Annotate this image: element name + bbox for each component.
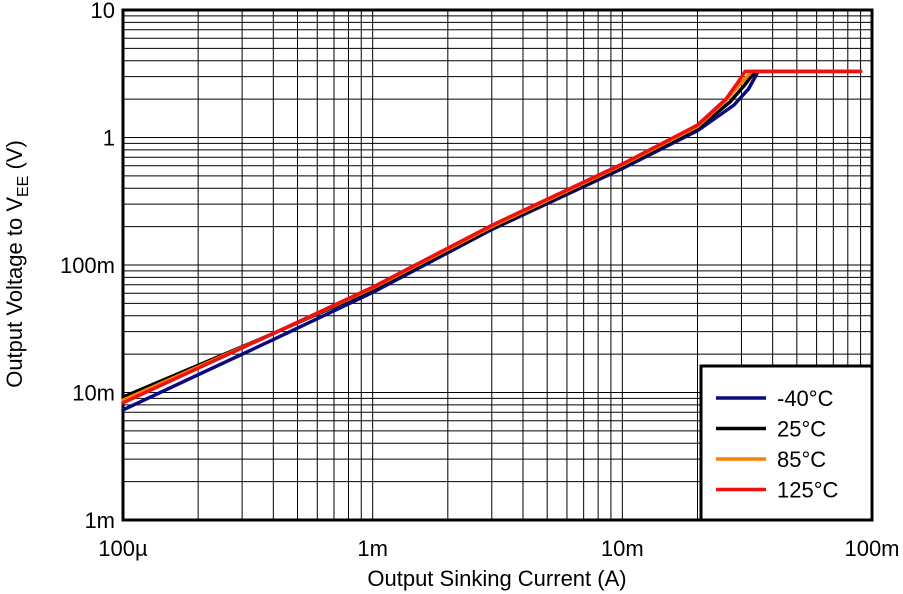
legend-label: -40°C xyxy=(777,386,834,411)
legend-label: 125°C xyxy=(777,478,839,503)
y-tick-label: 1m xyxy=(84,508,115,533)
plot-frame xyxy=(121,8,874,522)
y-axis-title-main: Output Voltage to V xyxy=(2,197,27,388)
series-line xyxy=(121,69,863,405)
legend-label: 85°C xyxy=(777,447,826,472)
series-line xyxy=(121,69,863,412)
legend-label: 25°C xyxy=(777,417,826,442)
y-tick-label: 10 xyxy=(91,0,115,23)
y-axis-title-sub: EE xyxy=(15,176,32,197)
tick-labels: 100µ 1m 10m 100m 1m 10m 100m 1 10 xyxy=(60,0,900,561)
x-axis-title: Output Sinking Current (A) xyxy=(367,566,626,591)
x-tick-label: 100µ xyxy=(98,536,148,561)
x-tick-label: 10m xyxy=(601,536,644,561)
y-tick-label: 10m xyxy=(72,381,115,406)
y-tick-label: 1 xyxy=(103,126,115,151)
y-axis-title-suffix: (V) xyxy=(2,140,27,175)
x-tick-label: 100m xyxy=(844,536,899,561)
legend-box xyxy=(699,364,874,522)
legend: -40°C 25°C 85°C 125°C xyxy=(699,364,874,522)
series-layer xyxy=(121,69,863,412)
y-axis-title: Output Voltage to VEE (V) xyxy=(2,140,32,388)
x-tick-label: 1m xyxy=(357,536,388,561)
y-tick-label: 100m xyxy=(60,253,115,278)
